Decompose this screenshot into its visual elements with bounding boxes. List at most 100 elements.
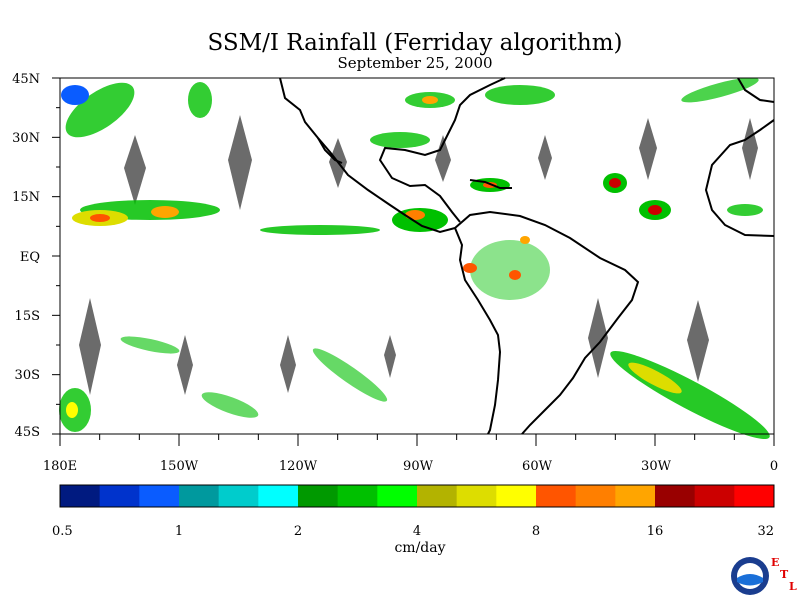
- etl-letter-e: E: [771, 556, 780, 569]
- rain-cell: [422, 96, 438, 104]
- rain-cell: [120, 336, 180, 354]
- lat-label: 15S: [15, 309, 40, 324]
- rain-cell: [260, 225, 380, 235]
- rain-cell: [727, 204, 763, 216]
- etl-letter-l: L: [789, 580, 797, 593]
- colorbar-tick-label: 1: [175, 524, 183, 539]
- rain-cell: [370, 132, 430, 148]
- colorbar-swatch: [417, 485, 458, 507]
- colorbar-swatch: [456, 485, 497, 507]
- gap-stripe: [384, 335, 396, 378]
- colorbar-swatch: [99, 485, 140, 507]
- colorbar-swatch: [179, 485, 220, 507]
- rain-cell: [66, 402, 78, 418]
- colorbar-frame: [59, 484, 775, 508]
- rain-cell: [65, 82, 135, 138]
- rain-cell: [470, 240, 550, 300]
- coast-south-america-west: [454, 227, 502, 435]
- rain-cell: [201, 392, 259, 418]
- gap-stripe: [538, 135, 552, 180]
- gap-stripe: [435, 135, 451, 182]
- gap-stripe: [79, 298, 101, 395]
- coast-south-america: [454, 210, 640, 435]
- lat-label: 30S: [15, 368, 40, 383]
- lon-label: 30W: [641, 459, 672, 474]
- rain-cell: [609, 178, 621, 188]
- longitude-ticks: [59, 434, 775, 446]
- rain-cell: [312, 348, 388, 402]
- colorbar-tick-label: 4: [413, 524, 421, 539]
- lon-label: 120W: [279, 459, 318, 474]
- noaa-text: NOAA: [741, 565, 759, 572]
- noaa-emblem-icon: NOAA: [731, 557, 769, 595]
- map-subtitle: September 25, 2000: [337, 54, 493, 72]
- gap-stripe: [177, 335, 193, 395]
- rain-cell: [485, 85, 555, 105]
- rain-cell: [188, 82, 212, 118]
- rain-areas: [59, 77, 770, 440]
- lat-label: 45S: [15, 425, 40, 440]
- noaa-logo: NOAA: [730, 556, 770, 600]
- rain-cell: [520, 236, 530, 244]
- colorbar-swatch: [615, 485, 656, 507]
- lon-label: 90W: [403, 459, 434, 474]
- colorbar-swatch: [218, 485, 259, 507]
- lat-label: 15N: [12, 190, 40, 205]
- coast-baja: [317, 137, 343, 164]
- lat-label: 45N: [12, 72, 40, 87]
- colorbar-swatch: [139, 485, 180, 507]
- gap-stripe: [687, 300, 709, 382]
- colorbar-swatch: [258, 485, 299, 507]
- gap-stripe: [124, 135, 146, 205]
- swath-gaps: [79, 115, 758, 395]
- colorbar-swatch: [496, 485, 537, 507]
- gap-stripe: [280, 335, 296, 393]
- cuba: [469, 179, 512, 189]
- map-title: SSM/I Rainfall (Ferriday algorithm): [207, 30, 623, 56]
- colorbar-swatch: [377, 485, 418, 507]
- colorbar-swatch: [575, 485, 616, 507]
- colorbar-swatch: [536, 485, 577, 507]
- rain-cell: [463, 263, 477, 273]
- coast-africa: [704, 119, 775, 237]
- lon-label: 180E: [43, 459, 77, 474]
- rain-cell: [648, 205, 662, 215]
- latitude-ticks: [52, 77, 60, 435]
- rain-cell: [90, 214, 110, 222]
- lon-label: 150W: [160, 459, 199, 474]
- coastlines: [279, 77, 775, 435]
- colorbar-labels: 0.5 1 2 4 8 16 32: [52, 524, 774, 539]
- colorbar-unit: cm/day: [394, 540, 446, 556]
- colorbar-tick-label: 32: [757, 524, 774, 539]
- coast-north-america-east: [378, 77, 506, 223]
- colorbar-swatch: [60, 485, 101, 507]
- colorbar-swatch: [337, 485, 378, 507]
- lat-label: EQ: [20, 250, 40, 265]
- colorbar-tick-label: 16: [647, 524, 664, 539]
- colorbar-tick-label: 0.5: [52, 524, 73, 539]
- longitude-labels: 180E 150W 120W 90W 60W 30W 0: [43, 459, 778, 474]
- rain-cell: [628, 362, 682, 394]
- coast-europe: [737, 77, 775, 103]
- lon-label: 60W: [522, 459, 553, 474]
- latitude-labels: 45N 30N 15N EQ 15S 30S 45S: [12, 72, 40, 440]
- colorbar-swatch: [694, 485, 735, 507]
- rain-cell: [61, 85, 89, 105]
- colorbar: [59, 484, 775, 508]
- coast-north-america-west: [279, 77, 456, 234]
- gap-stripe: [228, 115, 252, 210]
- rain-cell: [405, 210, 425, 220]
- etl-letter-t: T: [780, 568, 789, 581]
- rain-cell: [509, 270, 521, 280]
- colorbar-swatch: [655, 485, 696, 507]
- gap-stripe: [639, 118, 657, 180]
- colorbar-tick-label: 2: [294, 524, 302, 539]
- colorbar-swatch: [298, 485, 339, 507]
- colorbar-tick-label: 8: [532, 524, 540, 539]
- rain-cell: [151, 206, 179, 218]
- lat-label: 30N: [12, 131, 40, 146]
- rain-cell: [681, 77, 759, 103]
- lon-label: 0: [770, 459, 778, 474]
- colorbar-swatch: [734, 485, 775, 507]
